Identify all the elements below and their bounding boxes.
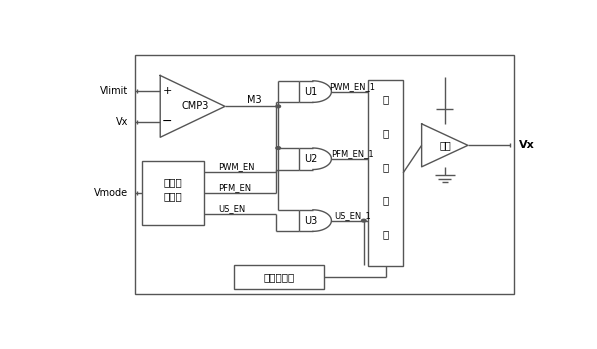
Text: Vmode: Vmode bbox=[94, 188, 128, 198]
Text: 器: 器 bbox=[383, 229, 389, 239]
Text: 调: 调 bbox=[383, 162, 389, 172]
Bar bbox=[368, 80, 403, 266]
Text: PFM_EN_1: PFM_EN_1 bbox=[331, 149, 374, 158]
Bar bbox=[141, 162, 204, 225]
Text: 制: 制 bbox=[383, 195, 389, 206]
Text: 模式选: 模式选 bbox=[164, 177, 182, 187]
Text: CMP3: CMP3 bbox=[181, 101, 208, 111]
Bar bbox=[135, 55, 514, 295]
Text: 驱动: 驱动 bbox=[440, 140, 451, 150]
Text: Vx: Vx bbox=[115, 117, 128, 127]
Circle shape bbox=[276, 147, 281, 149]
Bar bbox=[234, 265, 325, 289]
Text: U3: U3 bbox=[304, 216, 317, 225]
Circle shape bbox=[276, 105, 281, 108]
Text: US_EN: US_EN bbox=[218, 204, 245, 213]
Text: 超声计时器: 超声计时器 bbox=[264, 272, 295, 282]
Text: US_EN_1: US_EN_1 bbox=[334, 211, 371, 220]
Text: PWM_EN: PWM_EN bbox=[218, 162, 254, 171]
Text: M3: M3 bbox=[247, 95, 261, 105]
Text: 择电路: 择电路 bbox=[164, 191, 182, 201]
Text: U1: U1 bbox=[304, 87, 317, 97]
Circle shape bbox=[362, 219, 366, 222]
Text: Vx: Vx bbox=[519, 140, 534, 150]
Text: Vlimit: Vlimit bbox=[100, 86, 128, 96]
Text: PWM_EN_1: PWM_EN_1 bbox=[329, 82, 376, 91]
Text: −: − bbox=[162, 115, 173, 128]
Text: 波: 波 bbox=[383, 128, 389, 138]
Text: 斩: 斩 bbox=[383, 95, 389, 105]
Text: U2: U2 bbox=[304, 154, 317, 164]
Text: PFM_EN: PFM_EN bbox=[218, 183, 251, 192]
Text: +: + bbox=[162, 86, 172, 96]
